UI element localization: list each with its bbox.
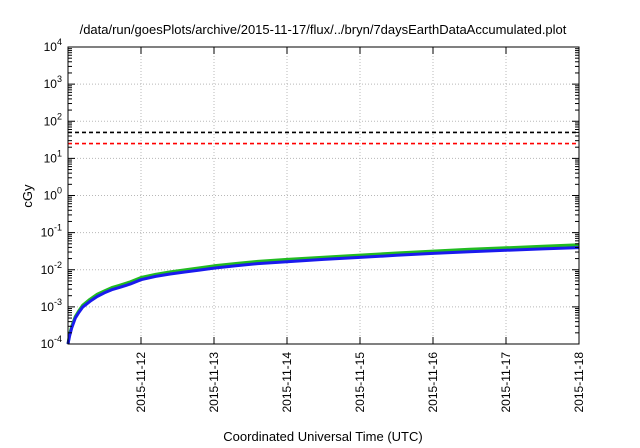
x-axis-ticks: 2015-11-12 2015-11-13 2015-11-14 2015-11-15… xyxy=(134,47,586,413)
y-tick-exponent: 0 xyxy=(57,186,62,196)
y-tick-base: 10 xyxy=(44,114,58,128)
x-axis-label: Coordinated Universal Time (UTC) xyxy=(223,429,422,444)
y-tick-label: 102 xyxy=(44,111,62,128)
x-tick-label: 2015-11-14 xyxy=(280,352,294,413)
series-group xyxy=(66,243,580,345)
y-tick-exponent: 2 xyxy=(57,111,62,121)
y-tick-exponent: -1 xyxy=(54,223,62,233)
y-tick-base: 10 xyxy=(41,337,55,351)
chart-title: /data/run/goesPlots/archive/2015-11-17/f… xyxy=(80,22,567,37)
y-tick-label: 10-4 xyxy=(41,334,62,351)
y-tick-label: 10-1 xyxy=(41,223,62,240)
y-tick-base: 10 xyxy=(44,189,58,203)
y-tick-base: 10 xyxy=(44,151,58,165)
x-tick-label: 2015-11-17 xyxy=(499,352,513,413)
y-tick-exponent: -3 xyxy=(54,297,62,307)
series-line-2 xyxy=(66,246,580,345)
y-tick-exponent: 3 xyxy=(57,74,62,84)
y-tick-base: 10 xyxy=(44,77,58,91)
y-tick-label: 10-3 xyxy=(41,297,62,314)
y-tick-base: 10 xyxy=(41,300,55,314)
y-tick-exponent: -4 xyxy=(54,334,62,344)
x-tick-label: 2015-11-12 xyxy=(134,352,148,413)
y-tick-exponent: 4 xyxy=(57,37,62,47)
y-tick-exponent: 1 xyxy=(57,148,62,158)
x-tick-label: 2015-11-15 xyxy=(353,352,367,413)
y-tick-label: 100 xyxy=(44,186,62,203)
y-tick-label: 101 xyxy=(44,148,62,165)
y-tick-label: 103 xyxy=(44,74,62,91)
y-tick-exponent: -2 xyxy=(54,260,62,270)
x-tick-label: 2015-11-16 xyxy=(426,352,440,413)
y-axis-label: cGy xyxy=(20,184,35,208)
y-tick-base: 10 xyxy=(41,226,55,240)
y-tick-label: 10-2 xyxy=(41,260,62,277)
x-tick-label: 2015-11-18 xyxy=(572,352,586,413)
y-tick-base: 10 xyxy=(44,40,58,54)
x-tick-label: 2015-11-13 xyxy=(207,352,221,413)
reference-lines xyxy=(68,131,579,145)
y-tick-base: 10 xyxy=(41,263,55,277)
grid xyxy=(68,47,579,344)
y-tick-label: 104 xyxy=(44,37,62,54)
